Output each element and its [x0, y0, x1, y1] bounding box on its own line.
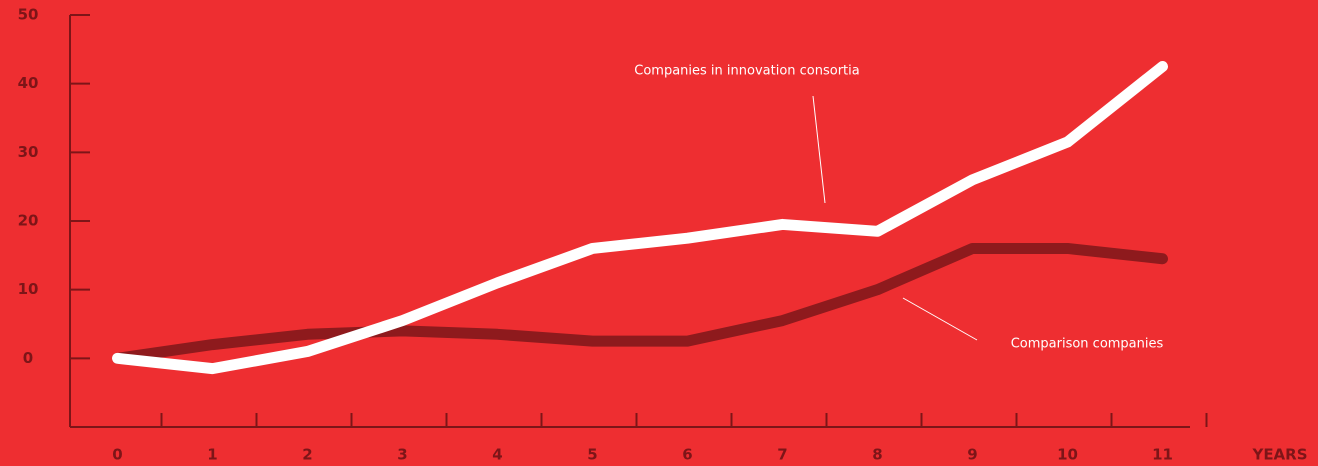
x-tick-label: 2 [302, 446, 312, 464]
x-tick-label: 1 [207, 446, 217, 464]
leader-line [902, 297, 978, 341]
x-tick-label: 4 [492, 446, 502, 464]
y-tick-label: 20 [18, 212, 39, 230]
x-tick-label: 5 [587, 446, 597, 464]
x-tick-label: 7 [777, 446, 787, 464]
x-tick-label: 11 [1152, 446, 1173, 464]
y-tick-label: 0 [23, 349, 33, 367]
x-tick-label: 8 [872, 446, 882, 464]
x-axis-label: YEARS [1251, 446, 1307, 464]
x-tick-label: 3 [397, 446, 407, 464]
y-tick-label: 30 [18, 143, 39, 161]
x-tick-label: 0 [112, 446, 122, 464]
series-line [112, 242, 1168, 364]
y-tick-label: 50 [18, 6, 39, 24]
x-tick-label: 6 [682, 446, 692, 464]
y-tick-label: 40 [18, 74, 39, 92]
series-label: Comparison companies [1011, 337, 1164, 352]
series-label: Companies in innovation consortia [634, 64, 859, 79]
leader-line [812, 95, 826, 204]
x-tick-label: 9 [967, 446, 977, 464]
x-tick-label: 10 [1057, 446, 1078, 464]
y-tick-label: 10 [18, 280, 39, 298]
series-line [112, 61, 1168, 375]
